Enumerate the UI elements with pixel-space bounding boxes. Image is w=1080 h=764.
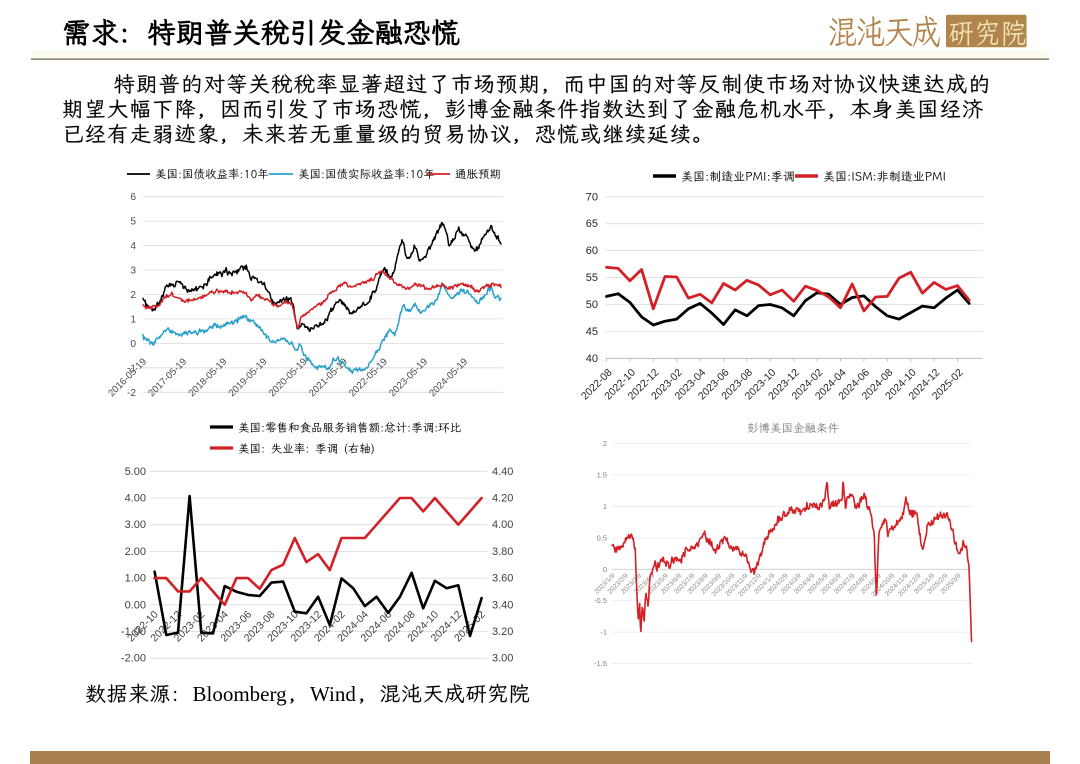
svg-text:0: 0	[130, 339, 136, 350]
svg-text:1.5: 1.5	[597, 471, 607, 480]
svg-text:4.40: 4.40	[492, 466, 513, 478]
svg-text:2023-05-19: 2023-05-19	[387, 356, 430, 399]
svg-text:-2: -2	[127, 388, 136, 399]
svg-text:-1.5: -1.5	[594, 659, 607, 668]
svg-text:5.00: 5.00	[125, 466, 146, 478]
svg-text:6: 6	[130, 192, 136, 203]
svg-text:1: 1	[130, 314, 136, 325]
svg-text:-0.5: -0.5	[594, 596, 607, 605]
svg-text:3.00: 3.00	[492, 653, 513, 665]
svg-text:2019-05-19: 2019-05-19	[227, 356, 270, 399]
svg-text:2.00: 2.00	[125, 546, 146, 558]
svg-text:0.00: 0.00	[125, 599, 146, 611]
svg-text:3: 3	[130, 266, 136, 277]
svg-text:2: 2	[130, 290, 136, 301]
svg-text:-1.00: -1.00	[121, 626, 146, 638]
svg-text:2018-05-19: 2018-05-19	[187, 356, 230, 399]
svg-text:70: 70	[586, 191, 598, 203]
svg-text:3.00: 3.00	[125, 519, 146, 531]
svg-text:-1: -1	[600, 628, 607, 637]
svg-text:3.40: 3.40	[492, 599, 513, 611]
svg-text:0.5: 0.5	[597, 533, 607, 542]
svg-text:4.20: 4.20	[492, 493, 513, 505]
svg-text:2020-05-19: 2020-05-19	[267, 356, 310, 399]
svg-text:1.00: 1.00	[125, 573, 146, 585]
svg-text:40: 40	[586, 353, 598, 365]
svg-text:50: 50	[586, 299, 598, 311]
svg-text:-2.00: -2.00	[121, 653, 146, 665]
svg-text:2024-05-19: 2024-05-19	[427, 356, 470, 399]
svg-text:2017-05-19: 2017-05-19	[146, 356, 189, 399]
svg-text:Bloomberg: Bloomberg	[193, 682, 288, 706]
svg-text:5: 5	[130, 217, 136, 228]
svg-text:3.80: 3.80	[492, 546, 513, 558]
svg-text:2: 2	[603, 439, 607, 448]
svg-text:0: 0	[603, 565, 607, 574]
svg-text:4: 4	[130, 241, 136, 252]
svg-text:Wind: Wind	[310, 682, 356, 706]
svg-text:-1: -1	[127, 363, 136, 374]
svg-text:60: 60	[586, 245, 598, 257]
svg-text:4.00: 4.00	[125, 493, 146, 505]
svg-text:4.00: 4.00	[492, 519, 513, 531]
svg-text:1: 1	[603, 502, 607, 511]
svg-text:65: 65	[586, 218, 598, 230]
svg-text:3.20: 3.20	[492, 626, 513, 638]
svg-text:3.60: 3.60	[492, 573, 513, 585]
svg-text:55: 55	[586, 272, 598, 284]
svg-text:45: 45	[586, 326, 598, 338]
